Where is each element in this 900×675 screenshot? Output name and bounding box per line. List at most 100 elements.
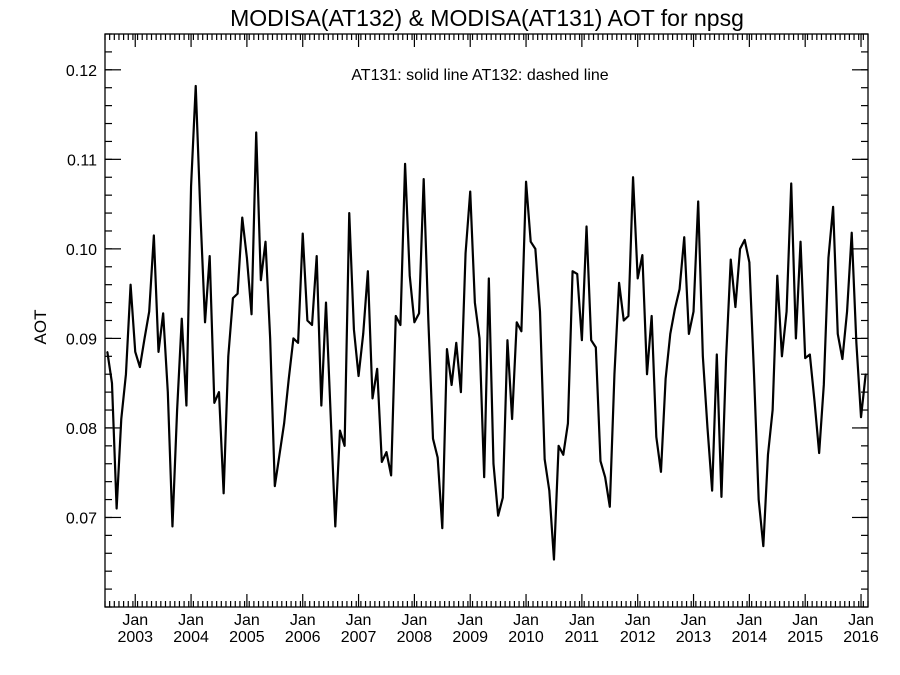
data-point: [278, 454, 281, 456]
data-point: [111, 382, 113, 384]
data-point: [836, 333, 839, 335]
data-point: [120, 418, 123, 420]
data-point: [608, 505, 611, 508]
data-point: [390, 474, 392, 477]
data-point: [855, 342, 858, 344]
data-point: [864, 373, 867, 376]
x-tick-month-label: Jan: [122, 612, 148, 629]
data-point: [725, 357, 727, 359]
data-point: [269, 337, 271, 340]
data-point: [539, 310, 541, 313]
x-tick-year-label: 2008: [397, 629, 433, 646]
data-point: [325, 301, 327, 304]
data-point: [199, 212, 202, 214]
data-point: [292, 337, 295, 340]
data-point: [185, 404, 188, 407]
data-point: [823, 384, 825, 386]
data-point: [799, 240, 802, 243]
data-point: [381, 461, 383, 463]
y-tick-label: 0.12: [66, 63, 97, 80]
x-tick-year-label: 2006: [285, 629, 321, 646]
data-point: [311, 324, 313, 326]
data-point: [129, 283, 132, 286]
data-point: [636, 277, 639, 280]
data-point: [474, 301, 476, 304]
data-point: [315, 255, 318, 257]
data-point: [297, 342, 299, 344]
data-point: [283, 422, 285, 425]
data-point: [688, 333, 690, 335]
y-axis: 0.07 0.08 0.09 0.10 0.11 0.12: [66, 33, 868, 608]
data-point: [674, 308, 676, 310]
data-point: [622, 319, 625, 322]
data-point: [139, 366, 141, 368]
data-point: [320, 404, 323, 407]
data-point: [627, 315, 630, 317]
data-point: [692, 310, 695, 313]
data-point: [483, 476, 485, 478]
data-point: [250, 313, 253, 316]
data-point: [287, 377, 290, 380]
data-point: [599, 460, 602, 462]
data-point: [148, 310, 150, 313]
data-point: [562, 454, 565, 456]
data-point: [501, 496, 504, 499]
data-point: [660, 471, 662, 473]
data-point: [748, 261, 751, 264]
data-point: [813, 400, 816, 402]
data-point: [460, 391, 462, 393]
x-tick-year-label: 2014: [732, 629, 768, 646]
x-tick-year-label: 2013: [676, 629, 712, 646]
data-point: [650, 315, 653, 317]
y-tick-label: 0.11: [67, 152, 97, 169]
data-point: [790, 182, 793, 185]
data-point: [776, 274, 779, 277]
data-point: [255, 131, 257, 134]
data-point: [153, 234, 155, 237]
data-point: [371, 397, 374, 400]
data-point: [604, 476, 606, 478]
x-tick-year-label: 2015: [787, 629, 823, 646]
data-point: [809, 353, 811, 356]
y-axis-label: AOT: [31, 310, 50, 345]
data-point: [408, 274, 411, 277]
data-point: [171, 525, 174, 528]
data-point: [441, 527, 444, 530]
data-point: [455, 342, 458, 344]
data-point: [353, 328, 355, 331]
data-point: [683, 236, 686, 239]
y-tick-label: 0.07: [66, 510, 97, 527]
data-point: [115, 507, 118, 510]
data-point: [706, 427, 709, 429]
data-point: [204, 321, 206, 324]
x-tick-year-label: 2011: [565, 629, 600, 646]
x-tick-month-label: Jan: [625, 612, 651, 629]
data-point: [581, 339, 583, 342]
data-point: [506, 339, 509, 342]
x-tick-year-label: 2007: [341, 629, 377, 646]
data-point: [827, 257, 830, 259]
x-tick-month-label: Jan: [848, 612, 874, 629]
series-line-at131: [106, 84, 867, 561]
data-point: [385, 451, 388, 453]
data-point: [143, 337, 146, 340]
data-point: [176, 409, 178, 411]
data-point: [492, 462, 495, 465]
data-point: [348, 212, 351, 214]
x-tick-year-label: 2016: [843, 629, 879, 646]
x-tick-month-label: Jan: [346, 612, 372, 629]
data-point: [367, 270, 369, 273]
data-point: [762, 545, 765, 547]
data-point: [413, 321, 416, 324]
data-point: [548, 489, 551, 492]
data-point: [306, 319, 309, 322]
data-point: [795, 337, 797, 340]
data-point: [553, 558, 555, 561]
data-point: [194, 85, 197, 87]
data-point: [511, 418, 513, 420]
data-point: [618, 282, 620, 284]
data-point: [427, 319, 430, 322]
data-point: [664, 377, 667, 380]
data-point: [432, 437, 434, 440]
